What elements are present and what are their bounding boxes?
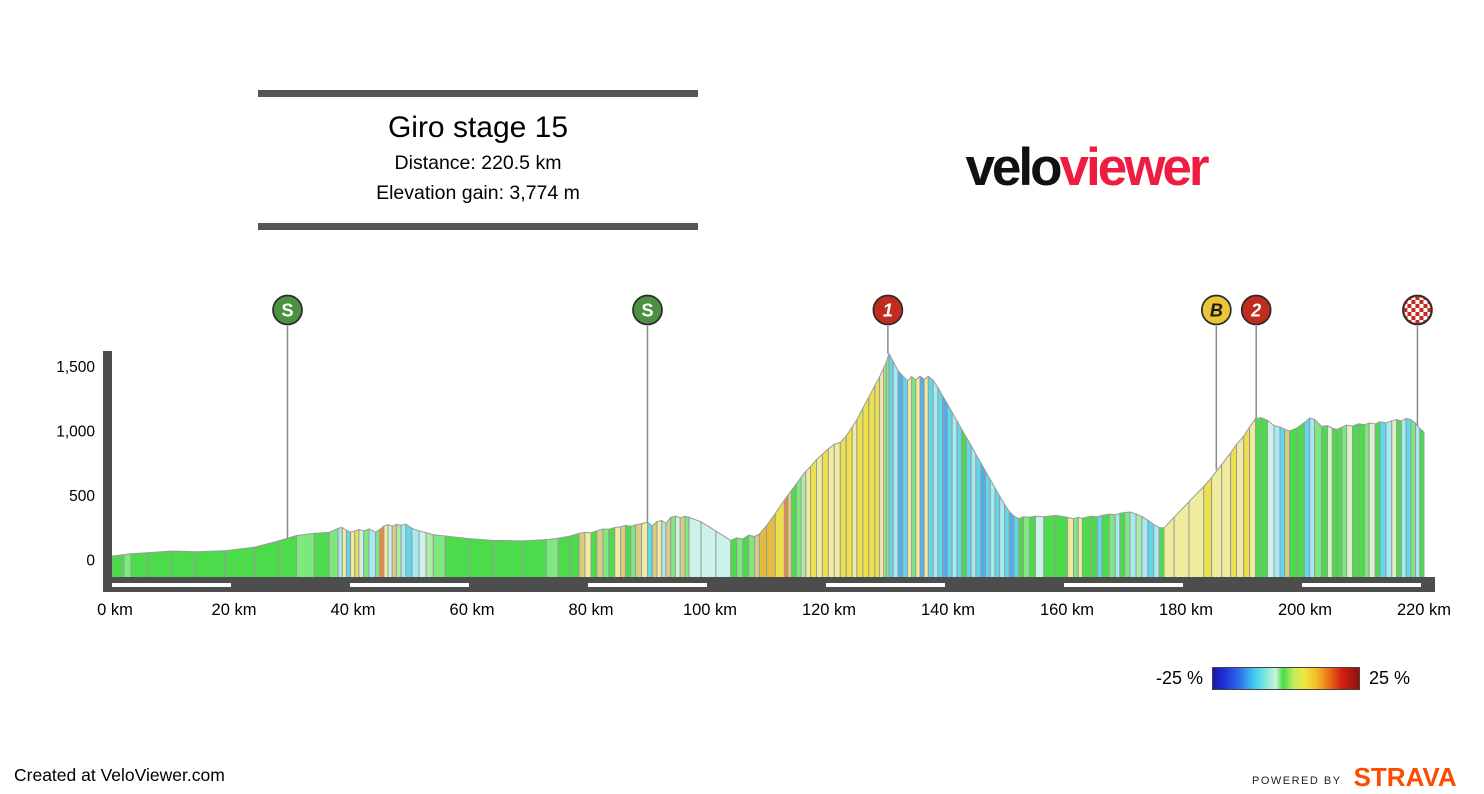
svg-text:0: 0 (86, 553, 95, 570)
marker-finish (1402, 294, 1433, 326)
marker-climb-cat-2: 2 (1240, 294, 1272, 326)
x-axis-scale-band (112, 583, 231, 587)
title-top-rule (258, 90, 698, 97)
marker-sprint: S (632, 294, 663, 326)
x-axis-scale-band (350, 583, 469, 587)
y-axis-labels: 0 500 1,000 1,500 (56, 359, 95, 570)
marker-climb-cat-1: 1 (872, 294, 904, 326)
marker-sprint: S (272, 294, 303, 326)
svg-text:2: 2 (1250, 301, 1261, 321)
title-bottom-rule (258, 223, 698, 230)
legend-gradient-bar (1212, 667, 1361, 690)
finish-checker-icon (1404, 297, 1431, 323)
stage-title: Giro stage 15 (387, 111, 569, 144)
svg-text:200 km: 200 km (1278, 601, 1332, 619)
svg-text:220 km: 220 km (1397, 601, 1451, 619)
x-axis-scale-band (1064, 583, 1183, 587)
svg-text:B: B (1210, 301, 1223, 321)
veloviewer-logo: veloviewer (928, 140, 1244, 196)
svg-text:0 km: 0 km (97, 601, 133, 619)
svg-text:80 km: 80 km (569, 601, 614, 619)
x-axis-scale-band (588, 583, 707, 587)
x-axis-labels: 0 km 20 km 40 km 60 km 80 km 100 km 120 km 140 … (97, 601, 1451, 619)
svg-text:1,500: 1,500 (56, 359, 95, 376)
profile-segments (111, 353, 1425, 579)
powered-by-label: POWERED BY (1252, 774, 1342, 787)
x-axis-bar (103, 577, 1435, 592)
stage-distance: Distance: 220.5 km (394, 152, 562, 174)
marker-bonus-sprint: B (1200, 294, 1232, 326)
powered-by-strava: POWERED BY STRAVA (1252, 762, 1457, 793)
x-axis-scale-band (1302, 583, 1421, 587)
svg-text:120 km: 120 km (802, 601, 856, 619)
logo-velo-text: velo (965, 138, 1062, 197)
svg-text:40 km: 40 km (331, 601, 376, 619)
legend-max-label: 25 % (1369, 668, 1411, 688)
title-block: Giro stage 15 Distance: 220.5 km Elevati… (258, 90, 698, 230)
svg-text:1,000: 1,000 (56, 424, 95, 441)
svg-text:180 km: 180 km (1159, 601, 1213, 619)
y-axis-bar (103, 351, 112, 592)
stage-elevation-gain: Elevation gain: 3,774 m (376, 182, 580, 204)
x-axis-scale-band (826, 583, 945, 587)
svg-text:20 km: 20 km (212, 601, 257, 619)
svg-text:1: 1 (883, 301, 893, 321)
svg-text:S: S (282, 301, 294, 321)
legend-min-label: -25 % (1156, 668, 1204, 688)
svg-text:100 km: 100 km (683, 601, 737, 619)
strava-logo: STRAVA (1353, 762, 1457, 792)
svg-text:500: 500 (69, 488, 95, 505)
logo-viewer-text: viewer (1059, 138, 1210, 197)
svg-text:140 km: 140 km (921, 601, 975, 619)
svg-text:60 km: 60 km (450, 601, 495, 619)
created-at-text: Created at VeloViewer.com (14, 765, 225, 785)
svg-text:160 km: 160 km (1040, 601, 1094, 619)
gradient-legend: -25 % 25 % (1156, 667, 1410, 690)
svg-text:S: S (641, 301, 653, 321)
